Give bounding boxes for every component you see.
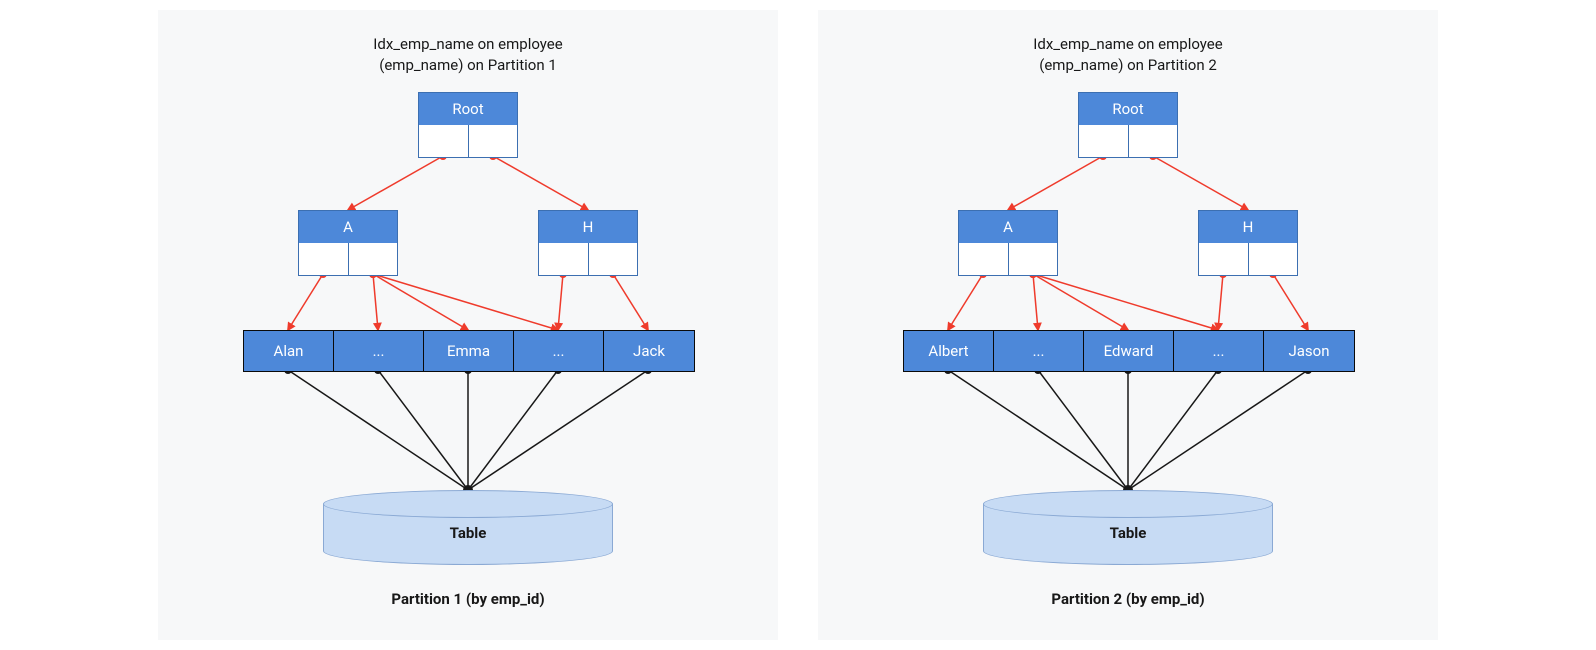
branch-node-h-label: H xyxy=(539,211,637,243)
table-label: Table xyxy=(323,524,613,542)
leaf-cell: Alan xyxy=(244,331,334,371)
leaf-cell: Jack xyxy=(604,331,694,371)
branch-node-a-cells xyxy=(299,243,397,275)
node-cell xyxy=(349,243,398,275)
index-title: Idx_emp_name on employee(emp_name) on Pa… xyxy=(818,34,1438,76)
partition-caption: Partition 1 (by emp_id) xyxy=(158,590,778,608)
index-title: Idx_emp_name on employee(emp_name) on Pa… xyxy=(158,34,778,76)
leaf-cell: ... xyxy=(1174,331,1264,371)
branch-node-a-label: A xyxy=(959,211,1057,243)
table-label: Table xyxy=(983,524,1273,542)
branch-node-a: A xyxy=(298,210,398,276)
table-cylinder: Table xyxy=(323,490,613,565)
branch-node-a-label: A xyxy=(299,211,397,243)
partition-caption: Partition 2 (by emp_id) xyxy=(818,590,1438,608)
root-node: Root xyxy=(418,92,518,158)
branch-node-h: H xyxy=(538,210,638,276)
leaf-cell: Edward xyxy=(1084,331,1174,371)
root-node-label: Root xyxy=(419,93,517,125)
partition-panel-2: Idx_emp_name on employee(emp_name) on Pa… xyxy=(818,10,1438,640)
leaf-cell: ... xyxy=(334,331,424,371)
node-cell xyxy=(419,125,469,157)
node-cell xyxy=(959,243,1009,275)
partition-panel-1: Idx_emp_name on employee(emp_name) on Pa… xyxy=(158,10,778,640)
branch-node-h-cells xyxy=(539,243,637,275)
node-cell xyxy=(469,125,518,157)
branch-node-a-cells xyxy=(959,243,1057,275)
title-line2: (emp_name) on Partition 1 xyxy=(158,55,778,76)
node-cell xyxy=(539,243,589,275)
node-cell xyxy=(1249,243,1298,275)
leaf-cell: Jason xyxy=(1264,331,1354,371)
branch-node-h-cells xyxy=(1199,243,1297,275)
leaf-row: Alan...Emma...Jack xyxy=(243,330,695,372)
node-cell xyxy=(1079,125,1129,157)
node-cell xyxy=(299,243,349,275)
branch-node-a: A xyxy=(958,210,1058,276)
leaf-cell: Emma xyxy=(424,331,514,371)
table-cylinder: Table xyxy=(983,490,1273,565)
node-cell xyxy=(1129,125,1178,157)
branch-node-h: H xyxy=(1198,210,1298,276)
title-line1: Idx_emp_name on employee xyxy=(158,34,778,55)
branch-node-h-label: H xyxy=(1199,211,1297,243)
node-cell xyxy=(1199,243,1249,275)
title-line1: Idx_emp_name on employee xyxy=(818,34,1438,55)
node-cell xyxy=(1009,243,1058,275)
root-node: Root xyxy=(1078,92,1178,158)
node-cell xyxy=(589,243,638,275)
root-node-cells xyxy=(1079,125,1177,157)
leaf-cell: Albert xyxy=(904,331,994,371)
title-line2: (emp_name) on Partition 2 xyxy=(818,55,1438,76)
leaf-cell: ... xyxy=(514,331,604,371)
root-node-label: Root xyxy=(1079,93,1177,125)
root-node-cells xyxy=(419,125,517,157)
leaf-cell: ... xyxy=(994,331,1084,371)
leaf-row: Albert...Edward...Jason xyxy=(903,330,1355,372)
